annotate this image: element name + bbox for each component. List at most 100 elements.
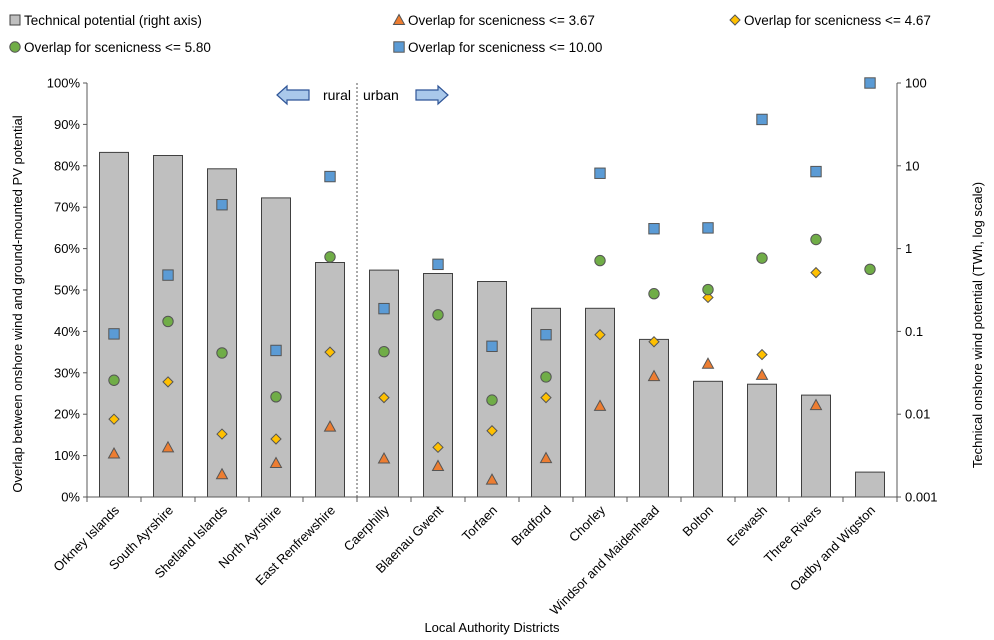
y-left-tick-label: 100% xyxy=(47,76,81,91)
legend-label: Overlap for scenicness <= 3.67 xyxy=(408,13,595,28)
square-point-bradford xyxy=(540,329,552,341)
legend: Technical potential (right axis) Overlap … xyxy=(9,13,931,55)
bar-torfaen xyxy=(477,281,507,498)
legend-item-bar: Technical potential (right axis) xyxy=(9,13,202,28)
legend-square-swatch xyxy=(393,41,405,53)
diamond-point-caerphilly xyxy=(378,391,390,404)
circle-point-north-ayrshire xyxy=(270,391,282,403)
x-tick-label-chorley: Chorley xyxy=(566,502,609,545)
x-tick-label-bradford: Bradford xyxy=(508,503,554,549)
y-left-tick-label: 60% xyxy=(54,241,80,256)
circle-point-three-rivers xyxy=(810,233,822,246)
y-right-tick-label: 100 xyxy=(905,76,927,91)
diamond-point-blaenau-gwent xyxy=(432,441,444,454)
y-left-tick-label: 90% xyxy=(54,117,80,132)
y-left-tick-label: 80% xyxy=(54,158,80,173)
square-point-south-ayrshire xyxy=(162,269,174,281)
square-point-erewash xyxy=(756,113,768,126)
legend-item-triangle: Overlap for scenicness <= 3.67 xyxy=(392,13,595,28)
square-point-three-rivers xyxy=(810,165,822,178)
triangle-point-north-ayrshire xyxy=(269,456,283,469)
x-tick-label-windsor-and-maidenhead: Windsor and Maidenhead xyxy=(547,503,662,618)
square-point-torfaen xyxy=(486,340,498,353)
triangle-point-orkney-islands xyxy=(107,446,121,459)
diamond-point-erewash xyxy=(756,348,768,361)
square-point-east-renfrewshire xyxy=(324,170,336,183)
legend-bar-swatch xyxy=(9,14,21,26)
square-point-caerphilly xyxy=(378,302,390,315)
diamond-point-shetland-islands xyxy=(216,428,228,440)
bar-oadby-and-wigston xyxy=(855,471,885,498)
y-right-tick-label: 10 xyxy=(905,158,919,173)
rural-arrow-icon xyxy=(276,84,310,106)
series-square xyxy=(108,77,876,357)
legend-circle-swatch xyxy=(9,41,21,53)
circle-point-shetland-islands xyxy=(216,347,228,359)
triangle-point-three-rivers xyxy=(809,398,823,411)
x-tick-label-bolton: Bolton xyxy=(679,503,716,540)
circle-point-windsor-and-maidenhead xyxy=(648,288,660,300)
series-triangle xyxy=(107,357,823,485)
legend-triangle-swatch xyxy=(392,13,406,25)
bar-three-rivers xyxy=(801,394,831,498)
legend-item-circle: Overlap for scenicness <= 5.80 xyxy=(9,40,211,55)
circle-point-orkney-islands xyxy=(108,374,120,386)
circle-point-south-ayrshire xyxy=(162,315,174,328)
bar-bolton xyxy=(693,380,723,498)
circle-point-torfaen xyxy=(486,394,498,406)
x-tick-label-erewash: Erewash xyxy=(724,503,770,549)
square-point-oadby-and-wigston xyxy=(864,77,876,89)
legend-label: Overlap for scenicness <= 4.67 xyxy=(744,13,931,28)
circle-point-erewash xyxy=(756,252,768,264)
x-axis-title: Local Authority Districts xyxy=(424,620,560,635)
diamond-point-three-rivers xyxy=(810,266,822,279)
bar-shetland-islands xyxy=(207,168,237,498)
circle-point-bolton xyxy=(702,283,714,296)
annotations: rural urban xyxy=(276,83,449,497)
triangle-point-torfaen xyxy=(485,473,499,485)
diamond-point-chorley xyxy=(594,329,606,341)
diamond-point-torfaen xyxy=(486,425,498,437)
circle-point-east-renfrewshire xyxy=(324,251,336,263)
legend-label: Overlap for scenicness <= 5.80 xyxy=(24,40,211,55)
triangle-point-south-ayrshire xyxy=(161,440,175,453)
legend-item-diamond: Overlap for scenicness <= 4.67 xyxy=(729,13,931,28)
rural-label: rural xyxy=(323,87,351,103)
y-right-tick-label: 1 xyxy=(905,241,912,256)
marker-series xyxy=(107,77,876,485)
diamond-point-east-renfrewshire xyxy=(324,346,336,358)
circle-point-caerphilly xyxy=(378,345,390,358)
y-left-axis-title: Overlap between onshore wind and ground-… xyxy=(10,115,25,492)
circle-point-chorley xyxy=(594,254,606,267)
circle-point-bradford xyxy=(540,371,552,383)
diamond-point-windsor-and-maidenhead xyxy=(648,336,660,348)
diamond-point-bolton xyxy=(702,291,714,304)
y-right-tick-label: 0.01 xyxy=(905,407,930,422)
series-diamond xyxy=(108,266,822,454)
square-point-north-ayrshire xyxy=(270,344,282,357)
bar-erewash xyxy=(747,383,777,498)
y-right-axis-title: Technical onshore wind potential (TWh, l… xyxy=(970,182,985,468)
y-left-tick-label: 40% xyxy=(54,324,80,339)
circle-point-blaenau-gwent xyxy=(432,309,444,321)
triangle-point-shetland-islands xyxy=(215,467,229,480)
urban-arrow-icon xyxy=(415,84,449,106)
triangle-point-windsor-and-maidenhead xyxy=(647,369,661,382)
y-right-tick-label: 0.001 xyxy=(905,490,938,505)
legend-label: Overlap for scenicness <= 10.00 xyxy=(408,40,602,55)
legend-label: Technical potential (right axis) xyxy=(24,13,202,28)
triangle-point-east-renfrewshire xyxy=(323,420,337,432)
bar-windsor-and-maidenhead xyxy=(639,338,669,498)
urban-label: urban xyxy=(363,87,399,103)
diamond-point-south-ayrshire xyxy=(162,376,174,388)
x-tick-label-caerphilly: Caerphilly xyxy=(341,502,393,554)
bar-orkney-islands xyxy=(99,151,129,498)
square-point-shetland-islands xyxy=(216,199,228,211)
triangle-point-blaenau-gwent xyxy=(431,459,445,471)
legend-item-square: Overlap for scenicness <= 10.00 xyxy=(393,40,602,55)
y-left-tick-label: 50% xyxy=(54,283,80,298)
diamond-point-north-ayrshire xyxy=(270,433,282,445)
diamond-point-bradford xyxy=(540,391,552,404)
y-right-tick-label: 0.1 xyxy=(905,324,923,339)
